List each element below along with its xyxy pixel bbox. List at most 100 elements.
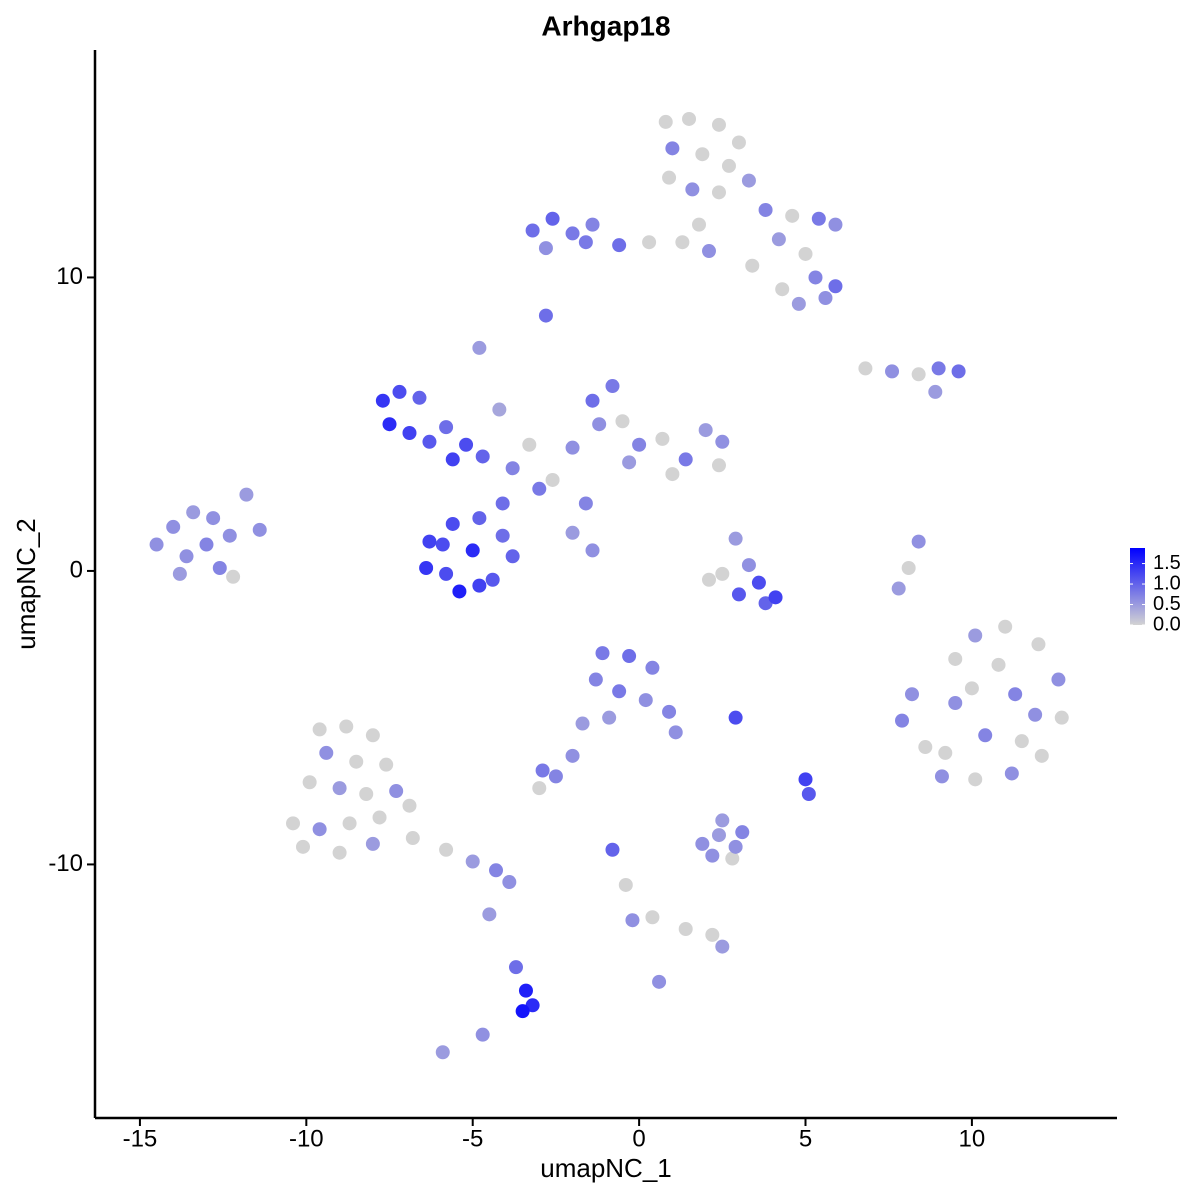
cell-point xyxy=(439,566,454,581)
x-axis-label: umapNC_1 xyxy=(540,1153,672,1183)
cell-point xyxy=(365,836,380,851)
cell-point xyxy=(715,434,730,449)
cell-point xyxy=(465,543,480,558)
cell-point xyxy=(595,646,610,661)
cell-point xyxy=(465,854,480,869)
cell-point xyxy=(758,202,773,217)
cell-point xyxy=(359,786,374,801)
cell-point xyxy=(715,813,730,828)
cell-point xyxy=(695,836,710,851)
cell-point xyxy=(402,426,417,441)
cell-point xyxy=(502,875,517,890)
cell-point xyxy=(535,763,550,778)
cell-point xyxy=(475,1027,490,1042)
cell-point xyxy=(652,974,667,989)
cell-point xyxy=(1004,766,1019,781)
cell-point xyxy=(439,842,454,857)
cell-point xyxy=(495,496,510,511)
cell-point xyxy=(711,185,726,200)
cell-point xyxy=(585,217,600,232)
cell-point xyxy=(918,740,933,755)
cell-point xyxy=(222,528,237,543)
cell-point xyxy=(678,921,693,936)
cell-point xyxy=(515,1004,530,1019)
cell-point xyxy=(612,238,627,253)
cell-point xyxy=(711,117,726,132)
cell-point xyxy=(891,581,906,596)
cell-point xyxy=(419,561,434,576)
cell-point xyxy=(964,681,979,696)
cell-point xyxy=(1014,734,1029,749)
cell-point xyxy=(682,111,697,126)
cell-point xyxy=(538,308,553,323)
cell-point xyxy=(618,877,633,892)
cell-point xyxy=(968,628,983,643)
cell-point xyxy=(642,235,657,250)
cell-point xyxy=(928,384,943,399)
cell-point xyxy=(319,745,334,760)
cell-point xyxy=(731,135,746,150)
cell-point xyxy=(295,839,310,854)
cell-point xyxy=(332,781,347,796)
cell-point xyxy=(934,769,949,784)
cell-point xyxy=(545,472,560,487)
cell-point xyxy=(711,828,726,843)
cell-point xyxy=(768,590,783,605)
cell-point xyxy=(678,452,693,467)
cell-point xyxy=(342,816,357,831)
cell-point xyxy=(489,863,504,878)
cell-point xyxy=(715,939,730,954)
cell-point xyxy=(948,651,963,666)
x-tick-label: -15 xyxy=(123,1125,158,1152)
colorbar-label: 1.5 xyxy=(1153,552,1181,574)
cell-point xyxy=(312,722,327,737)
cell-point xyxy=(402,798,417,813)
cell-point xyxy=(565,748,580,763)
cell-point xyxy=(605,842,620,857)
cell-point xyxy=(632,437,647,452)
cell-point xyxy=(791,296,806,311)
cell-point xyxy=(665,141,680,156)
y-axis-label: umapNC_2 xyxy=(11,518,41,650)
cell-point xyxy=(622,455,637,470)
cell-point xyxy=(705,848,720,863)
cell-point xyxy=(435,537,450,552)
cell-point xyxy=(668,725,683,740)
cell-point xyxy=(602,710,617,725)
cell-point xyxy=(588,672,603,687)
x-tick-label: 5 xyxy=(799,1125,812,1152)
cell-point xyxy=(149,537,164,552)
cell-point xyxy=(905,687,920,702)
cell-point xyxy=(445,452,460,467)
cell-point xyxy=(685,182,700,197)
cell-point xyxy=(439,420,454,435)
cell-point xyxy=(375,393,390,408)
cell-point xyxy=(701,572,716,587)
cell-point xyxy=(389,784,404,799)
cell-point xyxy=(445,516,460,531)
cell-point xyxy=(625,913,640,928)
cell-point xyxy=(312,822,327,837)
colorbar-label: 0.0 xyxy=(1153,613,1181,635)
cell-point xyxy=(605,379,620,394)
cell-point xyxy=(775,282,790,297)
cell-point xyxy=(858,361,873,376)
cell-point xyxy=(548,769,563,784)
cell-point xyxy=(172,566,187,581)
cell-point xyxy=(475,449,490,464)
cell-point xyxy=(472,511,487,526)
cell-point xyxy=(731,587,746,602)
cell-point xyxy=(745,258,760,273)
cell-point xyxy=(508,960,523,975)
cell-point xyxy=(332,845,347,860)
cell-point xyxy=(998,619,1013,634)
cell-point xyxy=(472,578,487,593)
cell-point xyxy=(705,927,720,942)
cell-point xyxy=(728,710,743,725)
y-tick-label: 0 xyxy=(70,556,83,583)
cell-point xyxy=(522,437,537,452)
cell-point xyxy=(538,241,553,256)
cell-point xyxy=(252,522,267,537)
cell-point xyxy=(482,907,497,922)
cell-point xyxy=(978,728,993,743)
